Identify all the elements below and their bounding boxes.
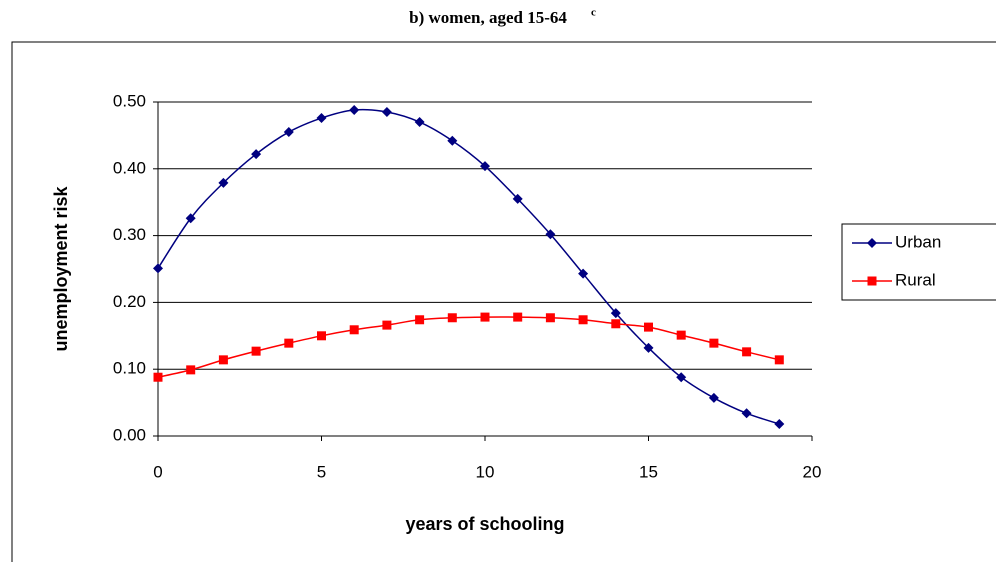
- title-note: c: [591, 7, 596, 19]
- marker: [153, 263, 163, 274]
- marker: [283, 127, 294, 138]
- marker: [447, 135, 458, 146]
- marker: [317, 331, 326, 341]
- marker: [578, 315, 588, 325]
- legend-marker: [867, 238, 877, 248]
- marker: [774, 355, 784, 365]
- marker: [643, 342, 654, 353]
- marker: [708, 392, 719, 403]
- x-tick-label: 10: [476, 462, 495, 481]
- marker: [349, 325, 359, 335]
- marker: [513, 312, 523, 322]
- marker: [185, 213, 196, 224]
- chart-title: b) women, aged 15-64: [409, 8, 567, 27]
- legend-label: Rural: [895, 270, 936, 289]
- marker: [545, 313, 555, 323]
- marker: [611, 319, 621, 329]
- marker: [741, 408, 752, 419]
- marker: [415, 315, 425, 325]
- marker: [512, 193, 523, 204]
- marker: [709, 338, 719, 348]
- y-tick-label: 0.40: [113, 158, 146, 177]
- marker: [349, 105, 360, 116]
- x-axis-title: years of schooling: [405, 514, 564, 534]
- y-tick-label: 0.20: [113, 292, 146, 311]
- marker: [251, 149, 262, 160]
- marker: [251, 346, 261, 356]
- marker: [316, 113, 327, 124]
- marker: [218, 355, 228, 365]
- marker: [480, 312, 490, 322]
- marker: [774, 418, 785, 429]
- marker: [218, 177, 229, 188]
- x-tick-label: 20: [803, 462, 822, 481]
- x-tick-label: 15: [639, 462, 658, 481]
- legend-marker: [867, 276, 877, 286]
- y-tick-label: 0.10: [113, 359, 146, 378]
- marker: [578, 268, 589, 279]
- marker: [382, 320, 392, 330]
- marker: [644, 322, 653, 332]
- marker: [447, 313, 457, 323]
- marker: [742, 347, 752, 357]
- marker: [153, 372, 163, 382]
- marker: [676, 372, 687, 383]
- marker: [284, 338, 294, 348]
- marker: [676, 330, 686, 340]
- marker: [381, 107, 392, 118]
- x-tick-label: 5: [317, 462, 326, 481]
- marker: [610, 308, 621, 319]
- legend-box: [841, 223, 996, 301]
- y-tick-label: 0.00: [113, 425, 146, 444]
- x-tick-label: 0: [153, 462, 162, 481]
- marker: [545, 229, 556, 240]
- y-axis-title: unemployment risk: [51, 185, 71, 351]
- marker: [186, 365, 196, 375]
- marker: [480, 161, 490, 172]
- y-tick-label: 0.30: [113, 225, 146, 244]
- marker: [414, 117, 425, 128]
- y-tick-label: 0.50: [113, 91, 146, 110]
- legend-label: Urban: [895, 232, 941, 251]
